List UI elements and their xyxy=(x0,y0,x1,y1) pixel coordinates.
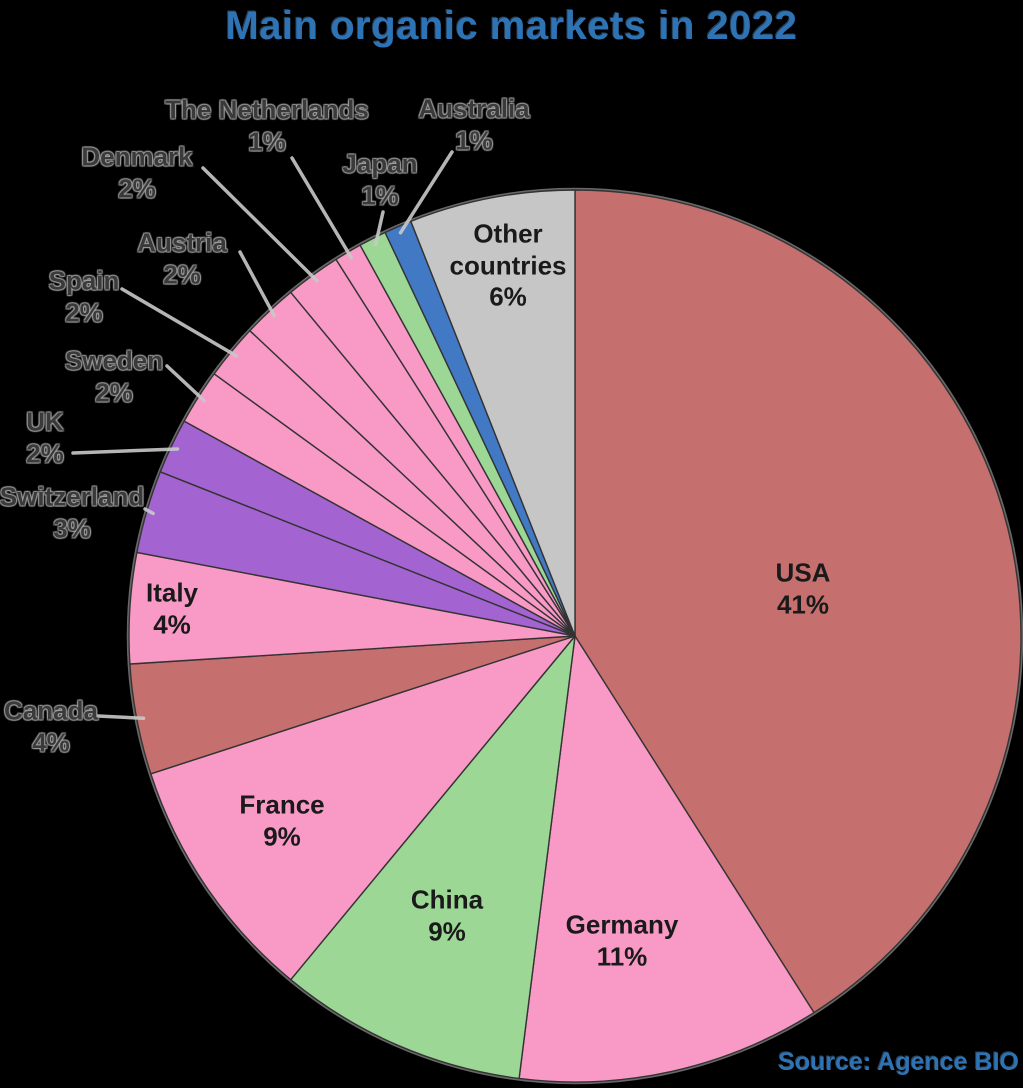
source-note: Source: Agence BIO xyxy=(778,1048,1019,1076)
leader-line-australia xyxy=(398,150,454,235)
leader-line-uk xyxy=(71,447,180,455)
pie-slice-usa xyxy=(574,189,1022,1014)
leader-line-japan xyxy=(373,210,385,247)
leader-line-austria xyxy=(238,250,277,318)
pie-slice-other-countries xyxy=(410,189,576,637)
pie-outer-ring xyxy=(126,187,1023,1085)
leader-line-spain xyxy=(120,287,239,358)
chart-title: Main organic markets in 2022 xyxy=(225,4,798,48)
leader-line-canada xyxy=(96,714,146,721)
leader-line-sweden xyxy=(165,364,206,403)
pie-slice-france xyxy=(150,635,576,981)
pie-slice-germany xyxy=(518,635,815,1083)
pie-slice-china xyxy=(290,635,576,1080)
leader-line-switzerland xyxy=(143,507,155,516)
leader-line-the-netherlands xyxy=(290,156,354,260)
leader-line-denmark xyxy=(201,166,319,283)
